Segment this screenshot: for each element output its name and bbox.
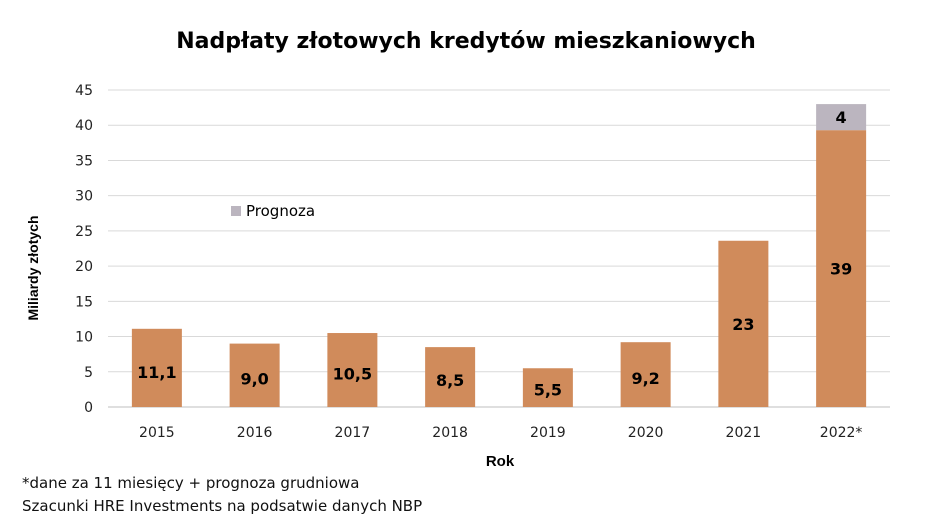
x-tick-label-2017: 2017 [335, 425, 371, 441]
y-tick-label-5: 5 [84, 365, 93, 381]
data-label-2018: 8,5 [436, 371, 464, 390]
data-label-2022-forecast: 4 [836, 108, 847, 127]
data-label-2022: 39 [830, 260, 852, 279]
bar-forecast-2022 [816, 104, 867, 131]
x-tick-label-2021: 2021 [726, 425, 762, 441]
y-tick-label-0: 0 [84, 400, 93, 416]
y-tick-label-45: 45 [75, 83, 93, 99]
data-label-2020: 9,2 [631, 369, 659, 388]
y-axis-label: Miliardy złotych [25, 215, 41, 320]
bar-main-2020 [620, 342, 671, 407]
y-tick-label-35: 35 [75, 153, 93, 169]
data-label-2021: 23 [732, 315, 754, 334]
footnote-data-period: *dane za 11 miesięcy + prognoza grudniow… [22, 474, 360, 492]
legend-label-prognoza: Prognoza [246, 202, 315, 220]
footnote-source: Szacunki HRE Investments na podsatwie da… [22, 497, 423, 515]
x-axis-ticks: 2015 2016 2017 2018 2019 2020 2021 2022* [139, 425, 862, 441]
chart-title: Nadpłaty złotowych kredytów mieszkaniowy… [176, 29, 756, 54]
x-axis-label: Rok [486, 453, 515, 470]
y-tick-label-30: 30 [75, 189, 93, 205]
legend-swatch-prognoza [231, 206, 241, 216]
y-tick-label-15: 15 [75, 294, 93, 310]
y-tick-label-40: 40 [75, 118, 93, 134]
legend: Prognoza [231, 202, 315, 220]
y-tick-label-10: 10 [75, 330, 93, 346]
bar-main-2016 [229, 343, 280, 407]
gridlines [108, 89, 890, 408]
bar-main-2015 [131, 328, 182, 407]
data-label-2019: 5,5 [534, 381, 562, 400]
bars [131, 104, 867, 408]
bar-main-2022 [816, 130, 867, 408]
data-label-2017: 10,5 [333, 365, 372, 384]
y-tick-label-20: 20 [75, 259, 93, 275]
bar-main-2017 [327, 333, 378, 407]
x-tick-label-2018: 2018 [432, 425, 468, 441]
data-labels: 11,1 9,0 10,5 8,5 5,5 9,2 23 39 4 [137, 108, 852, 399]
y-tick-label-25: 25 [75, 224, 93, 240]
bar-main-2018 [425, 347, 476, 407]
x-tick-label-2015: 2015 [139, 425, 175, 441]
data-label-2015: 11,1 [137, 363, 176, 382]
bar-main-2021 [718, 240, 769, 407]
x-tick-label-2016: 2016 [237, 425, 273, 441]
x-tick-label-2020: 2020 [628, 425, 664, 441]
data-label-2016: 9,0 [240, 369, 268, 388]
x-tick-label-2019: 2019 [530, 425, 566, 441]
chart: Nadpłaty złotowych kredytów mieszkaniowy… [25, 29, 890, 470]
bar-main-2019 [522, 368, 573, 407]
y-axis-ticks: 0 5 10 15 20 25 30 35 40 45 [75, 83, 93, 416]
x-tick-label-2022: 2022* [820, 425, 863, 441]
